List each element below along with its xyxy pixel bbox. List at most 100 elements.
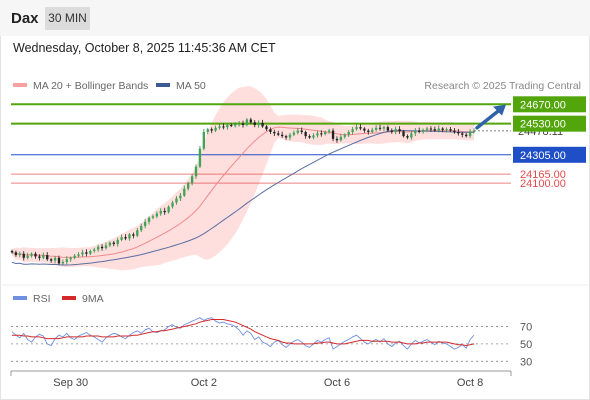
rsi-series-0 <box>11 317 475 350</box>
timeframe-button[interactable]: 30 MIN <box>45 7 90 30</box>
candle-body-16 <box>73 255 76 258</box>
candle-body-71 <box>288 134 292 138</box>
candle-body-53 <box>218 126 221 128</box>
x-tick-3: Oct 8 <box>457 377 483 389</box>
candle-body-73 <box>296 130 299 133</box>
candle-body-70 <box>284 136 288 138</box>
candle-body-60 <box>245 119 249 126</box>
ma20-swatch-icon <box>13 83 27 88</box>
candle-body-0 <box>10 250 14 253</box>
candle-body-1 <box>14 252 18 256</box>
rsi-series-1 <box>12 319 475 347</box>
candle-body-97 <box>390 130 393 132</box>
candle-body-106 <box>425 128 429 130</box>
candle-body-90 <box>363 128 366 131</box>
legend-ma20-label: MA 20 + Bollinger Bands <box>33 80 149 92</box>
rsi-tick-1: 50 <box>520 339 532 351</box>
symbol-label: Dax <box>11 10 39 27</box>
candle-body-36 <box>151 216 155 218</box>
legend-rsi-label: RSI <box>33 293 51 305</box>
candle-body-20 <box>89 250 92 254</box>
candle-body-62 <box>253 122 256 126</box>
candle-body-87 <box>351 129 354 132</box>
x-tick-1: Oct 2 <box>191 377 217 389</box>
candle-body-31 <box>132 234 135 236</box>
candle-body-48 <box>198 148 202 167</box>
forecast-arrowhead-icon <box>493 104 506 116</box>
candle-body-47 <box>194 166 198 177</box>
candle-body-113 <box>453 130 456 132</box>
candle-body-10 <box>49 259 53 261</box>
candle-body-117 <box>468 131 472 137</box>
candle-body-7 <box>38 256 41 258</box>
candle-body-109 <box>437 128 440 131</box>
candle-body-11 <box>53 257 57 261</box>
candle-body-86 <box>347 131 350 135</box>
forecast-arrow-icon <box>475 107 502 130</box>
candle-body-105 <box>421 129 425 132</box>
level-label-4: 24100.00 <box>520 178 566 190</box>
chart-datetime: Wednesday, October 8, 2025 11:45:36 AM C… <box>13 41 276 55</box>
candle-body-80 <box>324 131 327 135</box>
candle-body-89 <box>359 127 362 129</box>
candle-body-116 <box>464 134 468 137</box>
candle-body-81 <box>327 130 331 132</box>
candle-body-41 <box>171 202 174 207</box>
candle-body-40 <box>167 206 170 213</box>
level-label-1: 24530.00 <box>520 119 566 131</box>
candle-body-38 <box>159 210 162 214</box>
candle-body-26 <box>112 242 115 245</box>
candle-body-12 <box>57 257 61 264</box>
candle-body-99 <box>398 129 401 132</box>
candle-body-78 <box>316 133 319 136</box>
candle-body-79 <box>320 133 323 135</box>
candle-body-94 <box>378 127 382 129</box>
research-credit: Research © 2025 Trading Central <box>424 80 581 92</box>
bollinger-band <box>12 86 474 271</box>
candle-body-107 <box>429 128 433 130</box>
candle-body-98 <box>394 129 397 132</box>
candle-body-45 <box>187 183 190 189</box>
candle-body-9 <box>46 255 49 260</box>
candle-body-46 <box>190 176 194 184</box>
candle-body-21 <box>93 249 96 251</box>
candle-body-118 <box>472 130 476 132</box>
candle-body-111 <box>445 129 448 131</box>
candle-body-4 <box>26 255 29 258</box>
candle-body-93 <box>374 127 378 130</box>
candle-body-35 <box>147 217 151 222</box>
candle-body-13 <box>61 262 65 264</box>
ma50-swatch-icon <box>156 83 170 88</box>
candle-body-112 <box>449 129 452 131</box>
candle-body-74 <box>300 130 303 132</box>
candle-body-44 <box>183 188 186 196</box>
ma9-swatch-icon <box>62 296 76 301</box>
candle-body-82 <box>331 130 335 139</box>
candle-body-54 <box>222 126 225 128</box>
candle-body-102 <box>410 133 413 138</box>
candle-body-110 <box>441 128 444 130</box>
ma20-line <box>11 126 475 258</box>
candle-body-22 <box>96 246 100 250</box>
legend-ma20: MA 20 + Bollinger Bands <box>13 80 148 92</box>
candle-body-104 <box>418 130 421 132</box>
candle-body-23 <box>100 246 104 249</box>
level-label-2: 24305.00 <box>520 150 566 162</box>
candle-body-18 <box>81 252 84 255</box>
candle-body-17 <box>77 254 80 256</box>
candle-body-29 <box>124 237 127 239</box>
candle-body-5 <box>30 253 33 256</box>
candle-body-83 <box>335 138 339 141</box>
candle-body-51 <box>210 129 213 131</box>
candle-body-69 <box>280 134 284 137</box>
candle-body-58 <box>237 123 241 125</box>
candle-body-101 <box>406 136 409 138</box>
candle-body-56 <box>230 125 233 127</box>
candle-body-96 <box>386 127 390 131</box>
candle-body-95 <box>382 127 386 129</box>
candle-body-49 <box>202 131 206 149</box>
level-label-3: 24165.00 <box>520 169 566 181</box>
candle-body-108 <box>433 129 437 131</box>
